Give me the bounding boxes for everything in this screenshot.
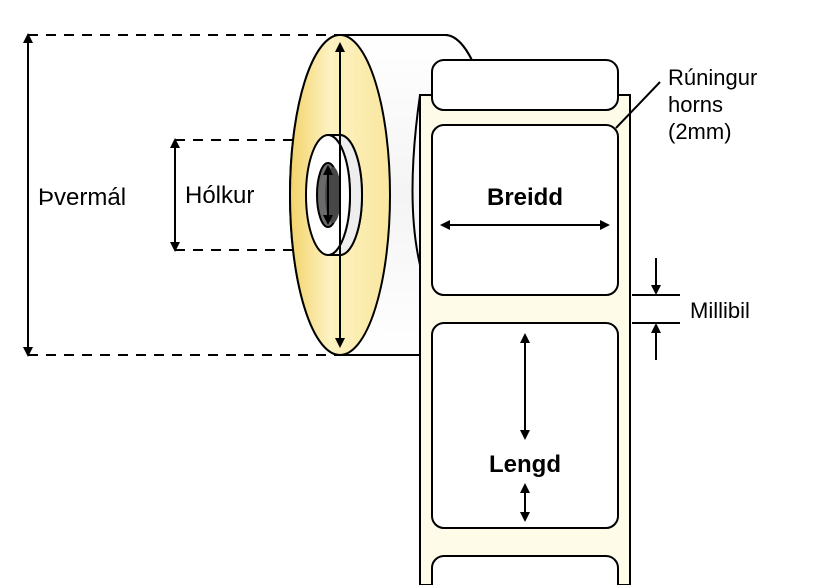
label-roll-diagram: Þvermál Hólkur Breidd Lengd Rúningur hor… bbox=[0, 0, 831, 585]
label-corner-2: horns bbox=[668, 92, 723, 117]
label-gap: Millibil bbox=[690, 298, 750, 323]
label-corner-1: Rúningur bbox=[668, 65, 757, 90]
label-width: Breidd bbox=[487, 184, 563, 211]
gap-indicator bbox=[632, 258, 680, 360]
label-diameter: Þvermál bbox=[38, 184, 126, 211]
label-length: Lengd bbox=[489, 451, 561, 478]
label-core: Hólkur bbox=[185, 182, 254, 209]
label-corner-3: (2mm) bbox=[668, 119, 732, 144]
